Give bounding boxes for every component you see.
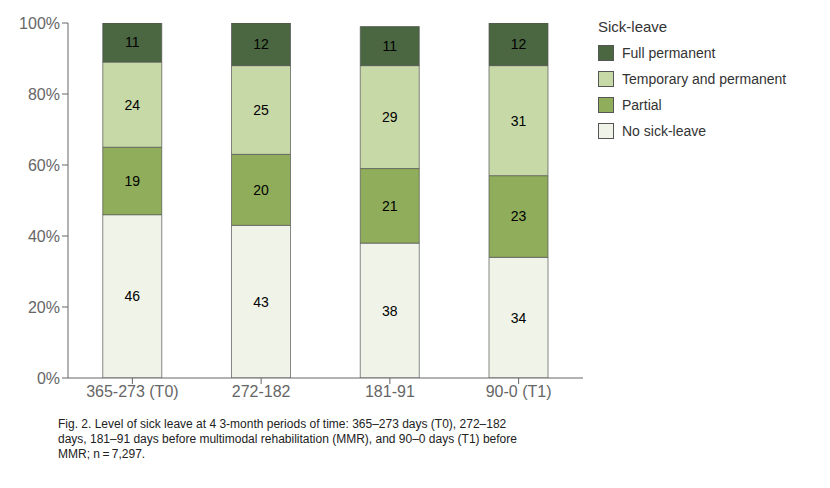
svg-text:19: 19 (124, 173, 140, 189)
svg-text:34: 34 (511, 310, 527, 326)
svg-text:25: 25 (253, 102, 269, 118)
html-text:No sick-leave: No sick-leave (622, 123, 706, 139)
svg-text:24: 24 (124, 97, 140, 113)
svg-text:60%: 60% (28, 157, 60, 174)
svg-text:20: 20 (253, 182, 269, 198)
svg-text:90-0 (T1): 90-0 (T1) (486, 383, 552, 400)
svg-text:46: 46 (124, 288, 140, 304)
html-text:Full permanent: Full permanent (622, 45, 716, 61)
svg-text:272-182: 272-182 (232, 383, 291, 400)
svg-text:23: 23 (511, 208, 527, 224)
svg-text:100%: 100% (19, 15, 60, 32)
html-text:Partial: Partial (622, 97, 662, 113)
svg-text:11: 11 (125, 34, 140, 50)
html-text:Temporary and permanent: Temporary and permanent (622, 71, 787, 87)
svg-text:365-273 (T0): 365-273 (T0) (86, 383, 179, 400)
svg-text:20%: 20% (28, 299, 60, 316)
svg-text:29: 29 (382, 109, 398, 125)
svg-text:12: 12 (253, 36, 269, 52)
svg-text:181-91: 181-91 (365, 383, 415, 400)
svg-text:12: 12 (511, 36, 527, 52)
svg-text:80%: 80% (28, 86, 60, 103)
html-text:Sick-leave: Sick-leave (598, 18, 668, 35)
svg-text:38: 38 (382, 303, 398, 319)
svg-text:43: 43 (253, 294, 269, 310)
svg-text:31: 31 (511, 113, 527, 129)
svg-text:0%: 0% (37, 370, 60, 387)
svg-text:11: 11 (382, 38, 397, 54)
html-text:Fig. 2. Level of sick leave at: Fig. 2. Level of sick leave at 4 3-month… (58, 417, 517, 461)
svg-text:40%: 40% (28, 228, 60, 245)
svg-text:21: 21 (382, 198, 398, 214)
